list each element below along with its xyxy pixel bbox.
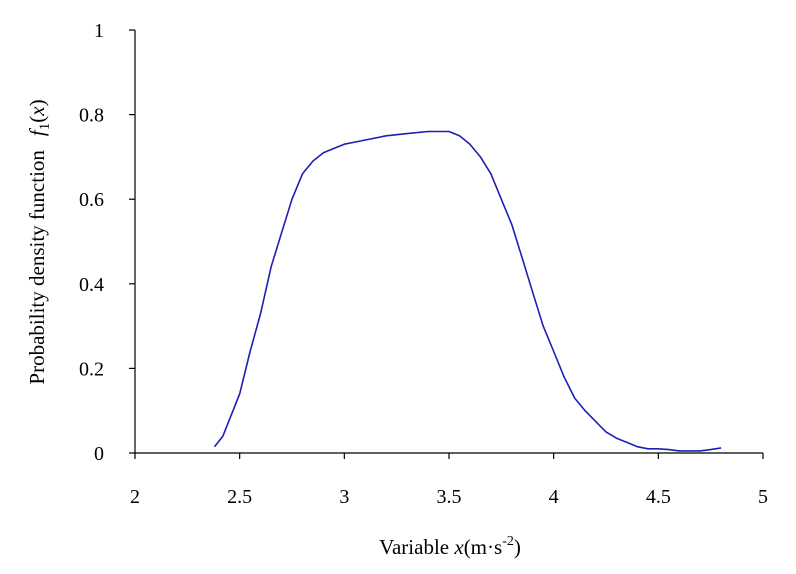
y-tick-label: 0.6: [79, 189, 104, 211]
x-ticks: 2 2.5 3 3.5 4 4.5 5: [130, 453, 768, 508]
x-axis-title: Variable x(m·s-2): [379, 534, 521, 559]
x-tick-label: 2.5: [227, 486, 252, 508]
y-tick-label: 1: [94, 20, 104, 42]
x-axis-units-close: ): [514, 535, 521, 559]
y-axis-title: Probability density functionf1(x): [25, 99, 53, 384]
x-tick-label: 2: [130, 486, 140, 508]
x-axis-units-exp: -2: [502, 534, 514, 549]
x-tick-label: 4.5: [646, 486, 671, 508]
y-axis-title-text: Probability density function: [25, 150, 49, 385]
axes: [134, 30, 763, 454]
x-tick-label: 5: [758, 486, 768, 508]
x-axis-var: x: [453, 535, 464, 559]
x-axis-units-open: (m·s: [464, 535, 503, 559]
series-group: [213, 130, 722, 452]
series-line: [213, 130, 722, 452]
y-axis-func: f: [25, 127, 49, 136]
y-tick-label: 0.8: [79, 105, 104, 127]
x-tick-label: 3: [339, 486, 349, 508]
x-tick-label: 4: [549, 486, 559, 508]
y-ticks: 0 0.2 0.4 0.6 0.8 1: [79, 20, 135, 465]
y-axis-arg: x: [25, 106, 49, 117]
x-axis-title-prefix: Variable: [379, 535, 454, 559]
y-tick-label: 0: [94, 443, 104, 465]
y-axis-sub: 1: [37, 123, 53, 131]
x-tick-label: 3.5: [437, 486, 462, 508]
y-tick-label: 0.2: [79, 358, 104, 380]
y-tick-label: 0.4: [79, 274, 104, 296]
